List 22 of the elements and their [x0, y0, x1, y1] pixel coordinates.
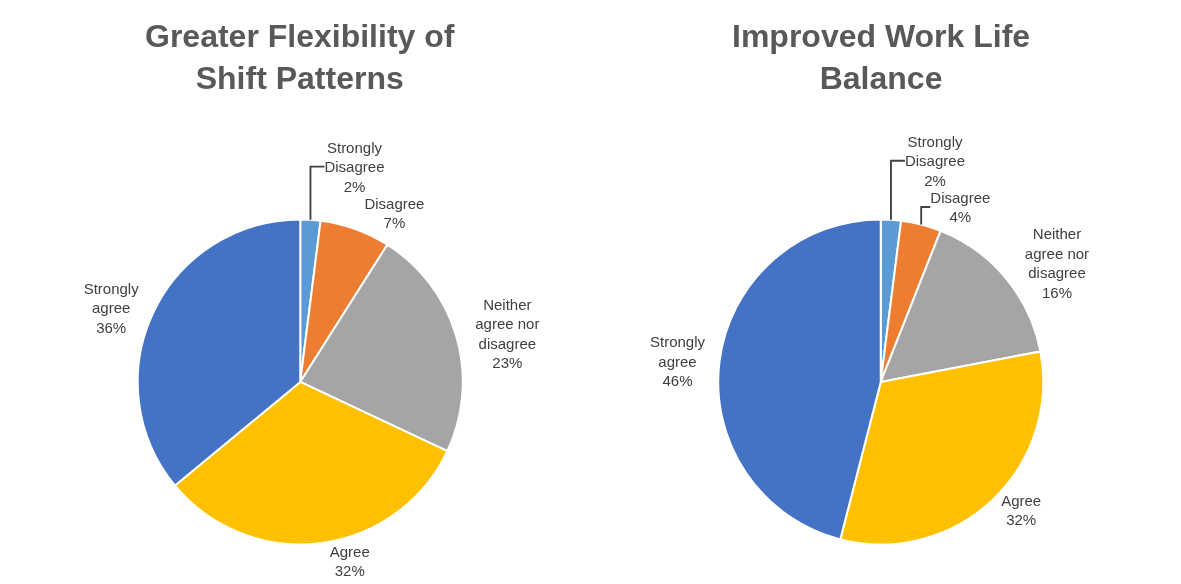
- slice-label: Agree: [1001, 491, 1042, 509]
- slice-label: Disagree: [364, 194, 425, 212]
- slice-label: Disagree: [930, 188, 991, 206]
- data-label: 23%: [492, 354, 523, 372]
- data-label: 16%: [1041, 283, 1072, 301]
- slice-label: Neither agree nor disagree: [475, 295, 540, 352]
- data-label: 32%: [334, 562, 365, 580]
- data-label: 4%: [949, 208, 972, 226]
- data-label: 36%: [96, 318, 127, 336]
- data-label: 7%: [383, 214, 406, 232]
- chart-title: Greater Flexibility of Shift Patterns: [145, 18, 455, 96]
- slice-label: Strongly agree: [83, 279, 140, 317]
- data-label: 32%: [1006, 511, 1037, 529]
- slice-label: Strongly agree: [649, 333, 706, 370]
- data-label: 2%: [924, 171, 946, 189]
- data-label: 2%: [343, 177, 366, 195]
- data-label: 46%: [662, 372, 693, 390]
- slice-label: Strongly Disagree: [904, 132, 965, 170]
- slice-label: Agree: [329, 542, 370, 560]
- slice-label: Strongly Disagree: [324, 138, 385, 176]
- slice-label: Neither agree nor disagree: [1024, 225, 1090, 282]
- chart-title: Improved Work Life Balance: [732, 18, 1031, 96]
